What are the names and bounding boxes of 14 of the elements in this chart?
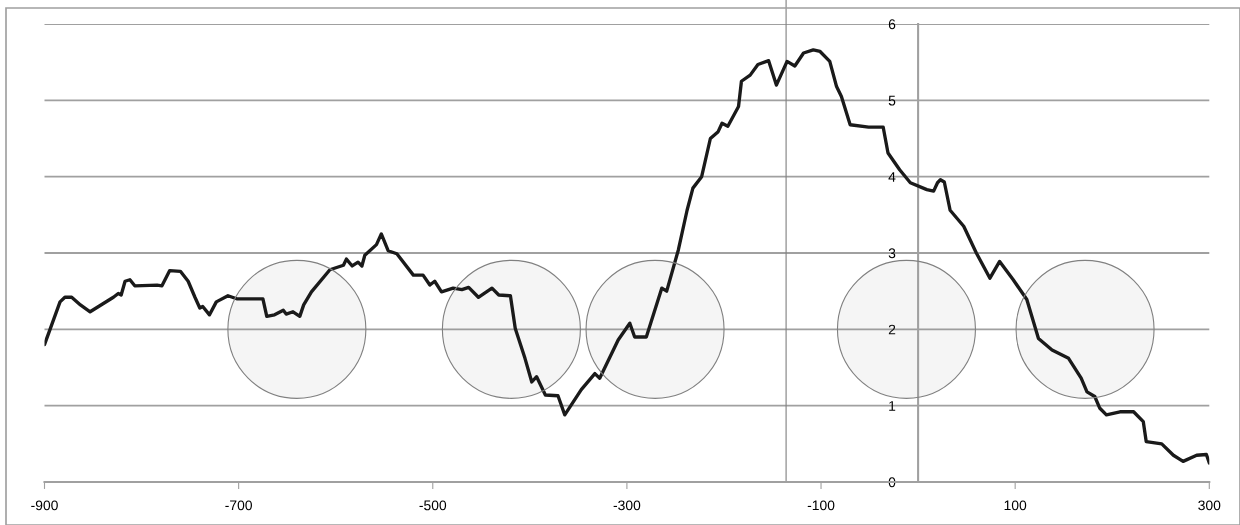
x-tick-label: -700	[225, 500, 252, 511]
x-tick-label: -900	[31, 500, 58, 511]
line-series	[44, 48, 1210, 465]
y-tick-label: 3	[888, 248, 896, 259]
y-tick-label: 4	[888, 172, 896, 182]
x-tick-label: -100	[807, 500, 835, 511]
y-tick-label: 1	[889, 401, 896, 411]
y-tick-label: 2	[888, 324, 896, 335]
y-tick-label: 6	[888, 19, 896, 30]
x-tick-label: -300	[613, 500, 641, 511]
x-tick-label: 300	[1198, 500, 1221, 511]
y-tick-label: 5	[888, 95, 896, 106]
x-tick-label: -500	[419, 500, 447, 511]
x-tick-label: 100	[1004, 500, 1027, 511]
